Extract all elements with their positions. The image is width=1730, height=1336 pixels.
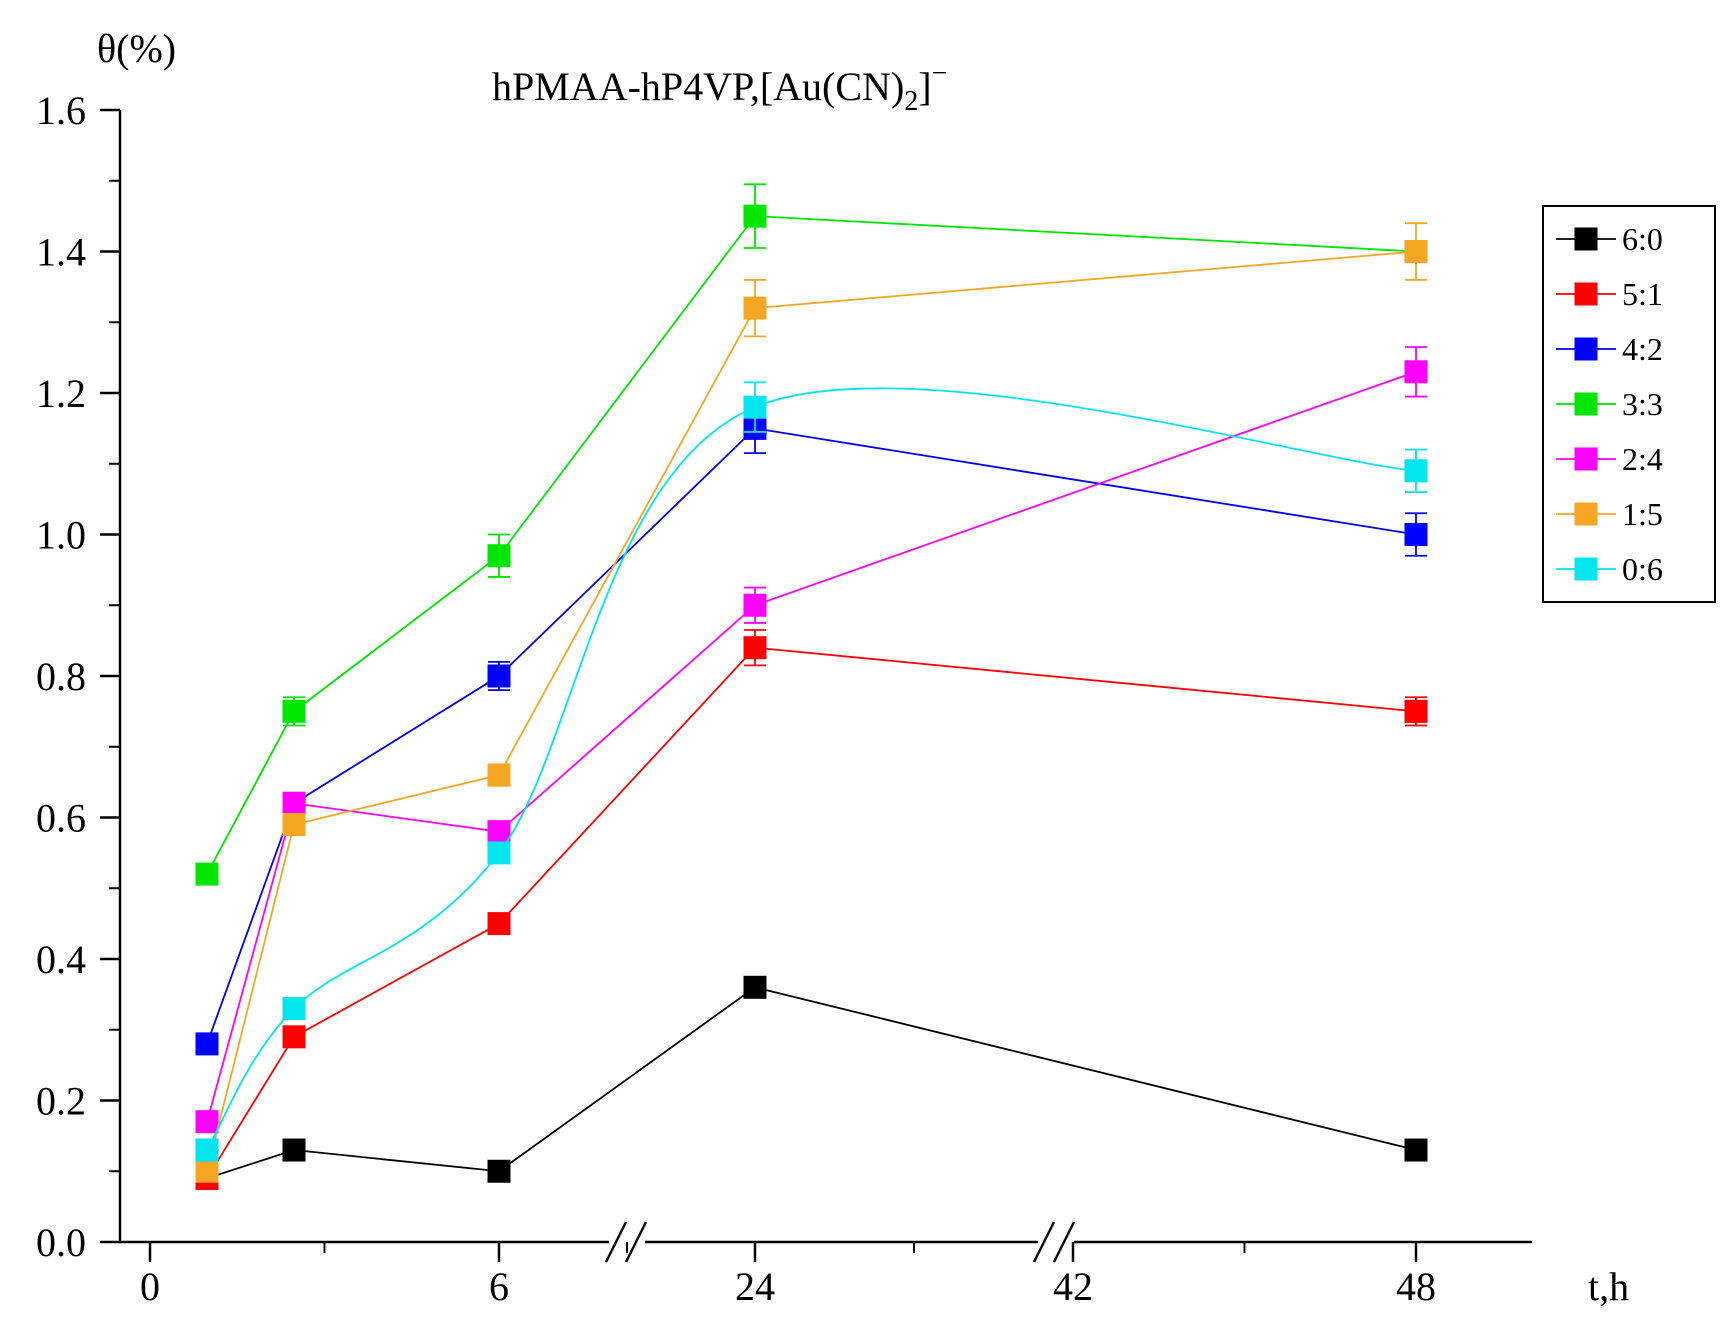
series-0-6	[195, 381, 1428, 1162]
chart-title-subscript: 2	[904, 86, 918, 117]
y-tick-label: 0.2	[36, 1079, 86, 1124]
series-1-5	[195, 222, 1428, 1183]
series-line	[206, 986, 1417, 1180]
data-point	[487, 820, 511, 844]
legend-marker	[1574, 392, 1598, 416]
series-4-2	[195, 402, 1428, 1056]
data-point	[195, 862, 219, 886]
data-point	[282, 997, 306, 1021]
y-tick-label: 0.8	[36, 654, 86, 699]
legend-marker	[1574, 447, 1598, 471]
chart-title-tail: ]	[918, 64, 931, 109]
data-point	[195, 1138, 219, 1162]
y-tick-label: 1.0	[36, 513, 86, 558]
legend-label: 4:2	[1622, 331, 1663, 367]
data-point	[195, 1110, 219, 1134]
legend-label: 6:0	[1622, 221, 1663, 257]
data-point	[1404, 240, 1428, 263]
legend-label: 2:4	[1622, 441, 1663, 477]
series-2-4	[195, 346, 1428, 1134]
legend-marker	[1574, 282, 1598, 306]
chart-title: hPMAA-hP4VP,[Au(CN)2]−	[492, 58, 947, 117]
data-point	[743, 204, 767, 228]
series-line	[206, 427, 1417, 1045]
data-point	[282, 1138, 306, 1162]
legend-item: 4:2	[1556, 331, 1663, 367]
legend-label: 3:3	[1622, 386, 1663, 422]
x-tick-label: 0	[140, 1264, 160, 1309]
data-point	[743, 296, 767, 320]
data-point	[1404, 1138, 1428, 1162]
legend-marker	[1574, 337, 1598, 361]
data-point	[282, 791, 306, 815]
data-point	[487, 912, 511, 936]
legend-label: 5:1	[1622, 276, 1663, 312]
data-point	[487, 664, 511, 688]
series-6-0	[195, 975, 1428, 1190]
y-tick-label: 0.4	[36, 937, 86, 982]
y-tick-label: 1.4	[36, 230, 86, 275]
series-line	[206, 215, 1417, 875]
series-line	[206, 370, 1417, 1122]
data-point	[195, 1032, 219, 1056]
legend: 6:0 5:1 4:2 3:3 2:4 1:5 0:6	[1542, 205, 1716, 603]
legend-item: 1:5	[1556, 496, 1663, 532]
x-tick-label: 24	[735, 1264, 775, 1309]
data-point	[282, 699, 306, 723]
data-point	[1404, 360, 1428, 384]
plot-axes	[118, 110, 1532, 1263]
legend-item: 2:4	[1556, 441, 1663, 477]
x-tick-label: 48	[1396, 1264, 1436, 1309]
data-point	[487, 841, 511, 865]
chart-title-main: hPMAA-hP4VP,[Au(CN)	[492, 64, 904, 109]
series-line	[206, 387, 1417, 1151]
axis-break-1	[604, 1221, 648, 1263]
data-point	[487, 763, 511, 787]
series-5-1	[195, 629, 1428, 1190]
chart-title-superscript: −	[932, 58, 948, 89]
x-ticks: 0 6 24 42 48	[140, 1242, 1436, 1309]
data-point	[282, 813, 306, 837]
data-point	[743, 395, 767, 419]
data-point	[743, 593, 767, 617]
y-tick-label: 1.6	[36, 88, 86, 133]
axis-break-2	[1032, 1221, 1076, 1263]
series-line	[206, 250, 1417, 1172]
legend-item: 3:3	[1556, 386, 1663, 422]
data-point	[1404, 523, 1428, 546]
legend-marker	[1574, 502, 1598, 526]
data-point	[487, 544, 511, 568]
data-point	[282, 1025, 306, 1049]
data-point	[195, 1159, 219, 1183]
legend-item: 0:6	[1556, 551, 1663, 587]
data-point	[1404, 459, 1428, 483]
legend-item: 6:0	[1556, 221, 1663, 257]
legend-marker	[1574, 227, 1598, 251]
y-axis-title: θ(%)	[97, 26, 176, 71]
data-point	[743, 636, 767, 660]
x-tick-label: 42	[1053, 1264, 1093, 1309]
y-tick-label: 0.0	[36, 1220, 86, 1265]
y-tick-label: 1.2	[36, 371, 86, 416]
y-tick-label: 0.6	[36, 796, 86, 841]
series-3-3	[195, 183, 1428, 886]
legend-items: 6:0 5:1 4:2 3:3 2:4 1:5 0:6	[1556, 221, 1663, 587]
legend-label: 0:6	[1622, 551, 1663, 587]
x-axis-title: t,h	[1588, 1264, 1629, 1309]
legend-marker	[1574, 557, 1598, 581]
x-tick-label: 6	[489, 1264, 509, 1309]
data-point	[1404, 699, 1428, 723]
data-point	[487, 1159, 511, 1183]
legend-label: 1:5	[1622, 496, 1663, 532]
data-point	[743, 975, 767, 999]
series-line	[206, 646, 1417, 1179]
series-layer	[195, 183, 1428, 1190]
legend-item: 5:1	[1556, 276, 1663, 312]
y-ticks: 0.0 0.2 0.4 0.6 0.8 1.0 1.2 1.4 1.6	[36, 88, 120, 1265]
